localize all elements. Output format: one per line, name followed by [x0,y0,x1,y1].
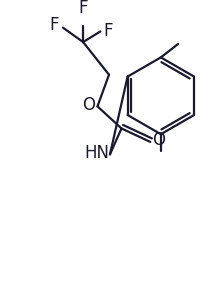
Text: O: O [82,96,95,114]
Text: F: F [103,22,113,41]
Text: HN: HN [84,145,109,162]
Text: O: O [152,131,165,149]
Text: F: F [78,0,88,17]
Text: F: F [49,16,59,34]
